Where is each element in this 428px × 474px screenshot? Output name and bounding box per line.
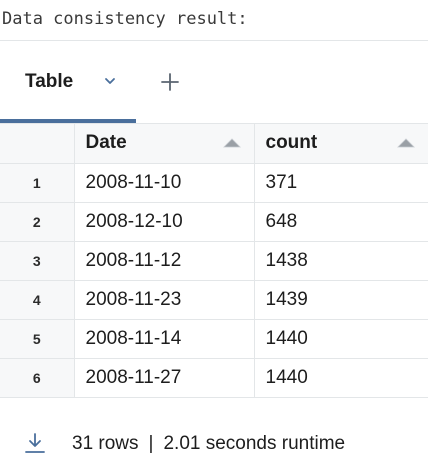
row-index: 6 bbox=[0, 358, 74, 397]
table-header-row: Date count bbox=[0, 124, 428, 163]
column-header-date[interactable]: Date bbox=[74, 124, 254, 163]
table-row: 5 2008-11-14 1440 bbox=[0, 319, 428, 358]
cell-count: 648 bbox=[254, 202, 428, 241]
cell-date: 2008-11-23 bbox=[74, 280, 254, 319]
cell-count: 1440 bbox=[254, 358, 428, 397]
row-index: 5 bbox=[0, 319, 74, 358]
cell-date: 2008-11-10 bbox=[74, 163, 254, 202]
runtime-text: 2.01 seconds runtime bbox=[163, 433, 345, 454]
cell-date: 2008-11-12 bbox=[74, 241, 254, 280]
cell-count: 1439 bbox=[254, 280, 428, 319]
footer-separator: | bbox=[149, 433, 154, 455]
sort-icon[interactable] bbox=[397, 138, 415, 148]
cell-date: 2008-11-27 bbox=[74, 358, 254, 397]
cell-date: 2008-12-10 bbox=[74, 202, 254, 241]
download-icon[interactable] bbox=[24, 432, 46, 454]
table-row: 3 2008-11-12 1438 bbox=[0, 241, 428, 280]
sort-icon[interactable] bbox=[223, 138, 241, 148]
results-tabbar: Table bbox=[0, 41, 428, 123]
row-index: 2 bbox=[0, 202, 74, 241]
row-index: 1 bbox=[0, 163, 74, 202]
results-table: Date count 1 2008-11-10 371 bbox=[0, 124, 428, 398]
table-row: 4 2008-11-23 1439 bbox=[0, 280, 428, 319]
plus-icon[interactable] bbox=[160, 72, 180, 92]
footer-summary: 31 rows | 2.01 seconds runtime bbox=[72, 433, 345, 455]
table-row: 1 2008-11-10 371 bbox=[0, 163, 428, 202]
cell-count: 1440 bbox=[254, 319, 428, 358]
column-header-label: Date bbox=[86, 132, 127, 154]
cell-count: 371 bbox=[254, 163, 428, 202]
output-header: Data consistency result: bbox=[0, 0, 428, 40]
tab-table[interactable]: Table bbox=[0, 41, 136, 123]
row-index: 4 bbox=[0, 280, 74, 319]
cell-date: 2008-11-14 bbox=[74, 319, 254, 358]
column-header-label: count bbox=[266, 132, 318, 154]
results-footer: 31 rows | 2.01 seconds runtime bbox=[0, 420, 428, 466]
tab-table-label: Table bbox=[25, 71, 73, 93]
row-index-header bbox=[0, 124, 74, 163]
row-count-text: 31 rows bbox=[72, 433, 139, 454]
table-row: 6 2008-11-27 1440 bbox=[0, 358, 428, 397]
cell-count: 1438 bbox=[254, 241, 428, 280]
table-row: 2 2008-12-10 648 bbox=[0, 202, 428, 241]
row-index: 3 bbox=[0, 241, 74, 280]
column-header-count[interactable]: count bbox=[254, 124, 428, 163]
chevron-down-icon[interactable] bbox=[103, 74, 117, 88]
